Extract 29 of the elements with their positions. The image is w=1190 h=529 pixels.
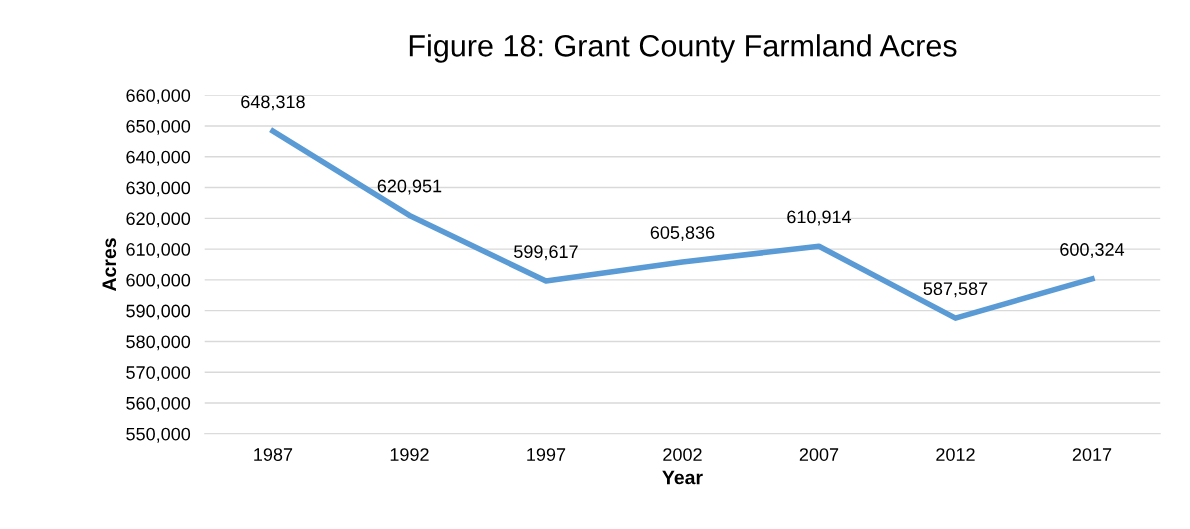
y-tick-label: 610,000 [126, 243, 191, 258]
y-tick-label: 660,000 [126, 89, 191, 105]
data-label: 610,914 [787, 210, 852, 226]
x-axis-title: Year [662, 470, 703, 485]
data-label: 587,587 [923, 282, 988, 298]
data-label: 648,318 [241, 95, 305, 111]
y-tick-label: 590,000 [126, 304, 191, 320]
y-tick-label: 630,000 [126, 181, 191, 197]
y-tick-label: 560,000 [126, 396, 191, 412]
x-tick-label: 1997 [527, 448, 566, 461]
x-tick-label: 2007 [799, 448, 839, 461]
x-tick-label: 1992 [390, 448, 429, 461]
y-tick-label: 570,000 [126, 366, 191, 382]
data-label: 600,324 [1060, 243, 1125, 259]
y-tick-label: 640,000 [126, 150, 191, 166]
x-tick-label: 2012 [936, 448, 975, 461]
x-tick-label: 2017 [1072, 448, 1112, 461]
chart-title: Figure 18: Grant County Farmland Acres [409, 34, 957, 63]
x-tick-label: 2002 [663, 448, 702, 461]
data-label: 605,836 [650, 226, 715, 242]
y-axis-title: Acres [102, 238, 117, 292]
y-tick-label: 650,000 [126, 119, 191, 135]
y-tick-label: 620,000 [126, 212, 191, 228]
y-tick-label: 580,000 [126, 335, 191, 351]
x-tick-label: 1987 [254, 448, 293, 461]
y-tick-label: 550,000 [126, 427, 191, 443]
data-label: 620,951 [377, 179, 442, 195]
y-tick-label: 600,000 [126, 273, 191, 289]
data-label: 599,617 [514, 245, 578, 261]
